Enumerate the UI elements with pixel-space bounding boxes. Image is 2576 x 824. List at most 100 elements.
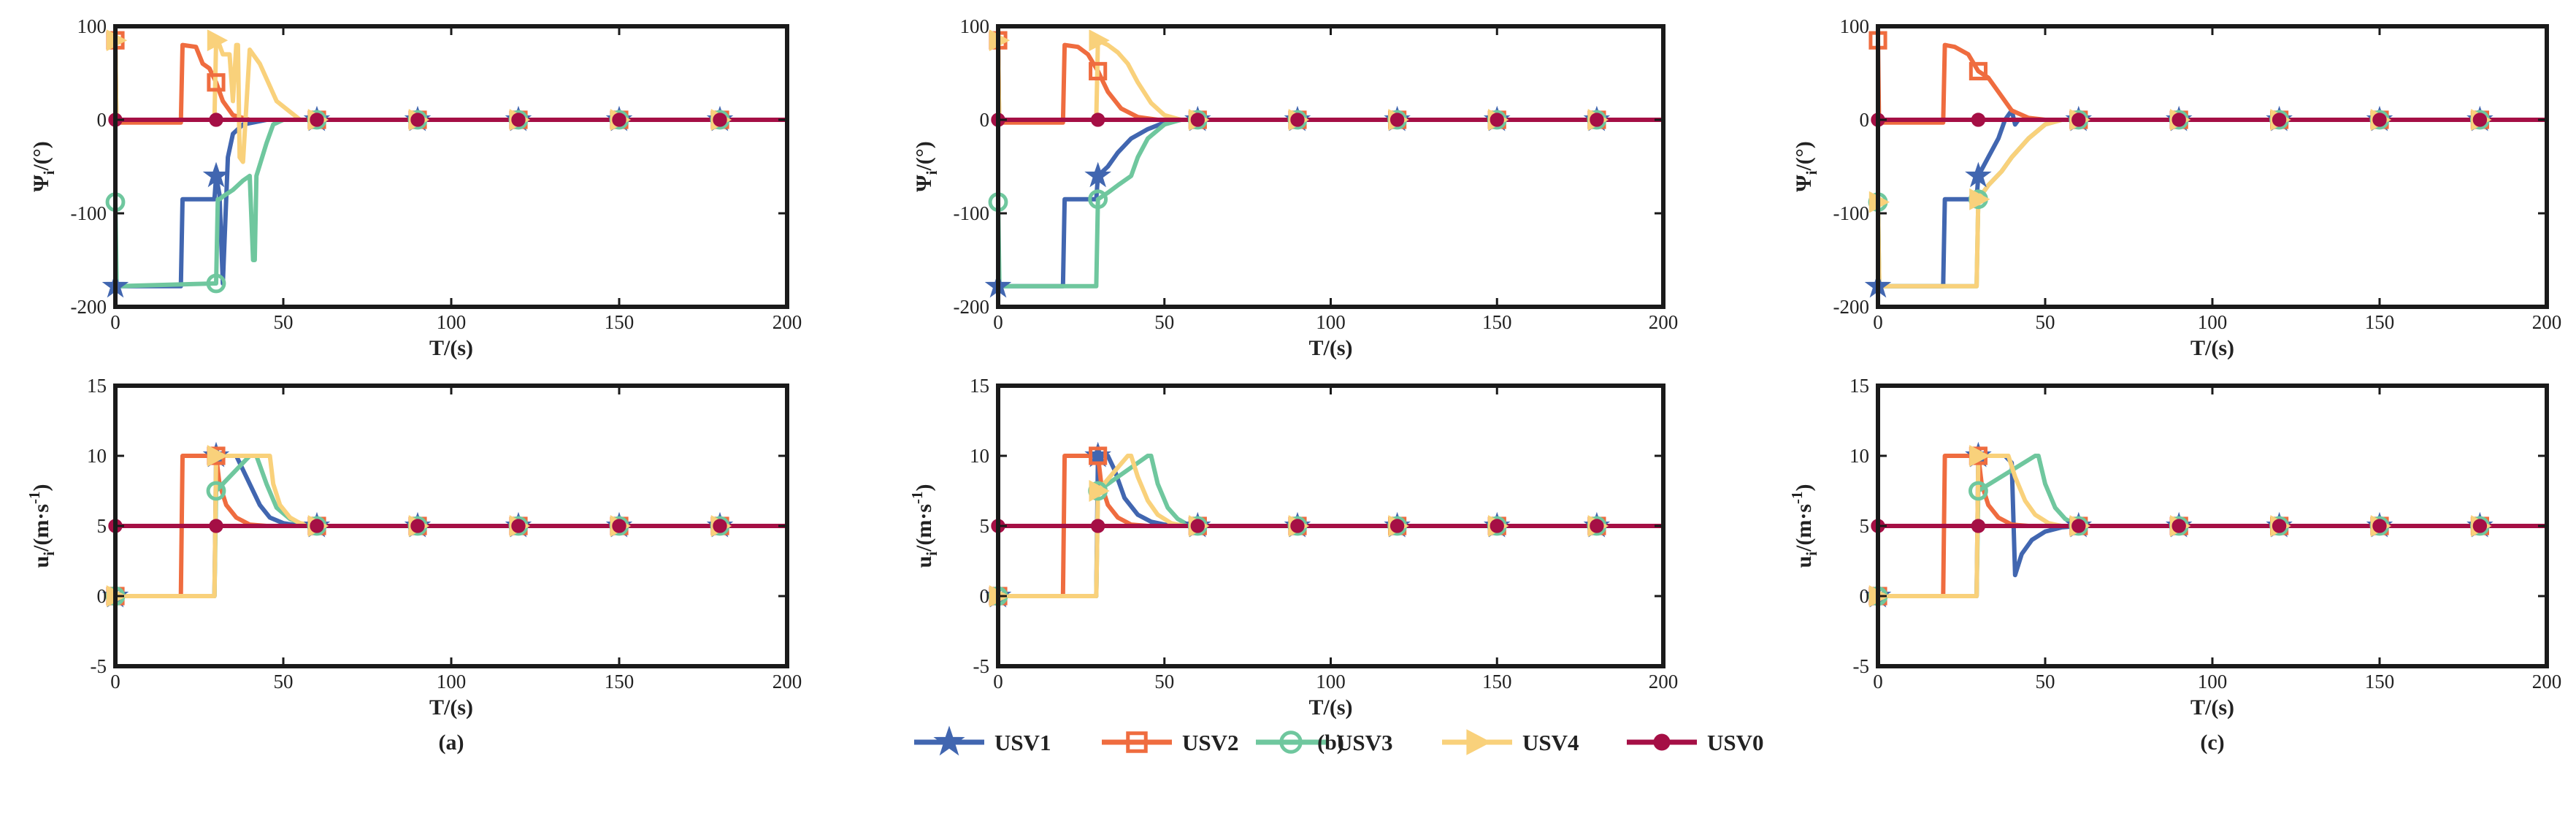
marker-usv0 <box>1190 112 1205 127</box>
marker-usv2 <box>1089 61 1108 81</box>
marker-usv0 <box>1590 519 1604 533</box>
marker-usv0 <box>2171 519 2186 533</box>
series-markers <box>101 29 734 298</box>
x-tick-label: 50 <box>1154 311 1174 333</box>
x-tick-label: 50 <box>2036 671 2055 693</box>
x-tick-label: 200 <box>773 671 802 693</box>
marker-usv0 <box>310 519 324 533</box>
y-axis-label: ui/(m·s-1) <box>908 484 940 568</box>
marker-usv0 <box>1490 112 1504 127</box>
y-tick-label: -100 <box>1833 202 1870 224</box>
series-lines <box>1878 40 2547 289</box>
y-tick-label: 5 <box>1860 515 1870 537</box>
marker-usv0 <box>2372 112 2387 127</box>
x-axis-label: T/(s) <box>1309 695 1353 720</box>
panel-a-heading: 0 50 100 150 200 100 0 -100 -200 T/(s) Ψi/(°) <box>29 15 802 360</box>
marker-usv0 <box>2472 112 2488 127</box>
marker-usv0 <box>2071 519 2086 533</box>
y-tick-label: 0 <box>1860 585 1870 607</box>
panel-c-heading: 0 50 100 150 200 100 0 -100 -200 T/(s) Ψi/(°) <box>1792 15 2561 360</box>
x-tick-label: 0 <box>110 671 120 693</box>
y-tick-label: 5 <box>980 515 990 537</box>
marker-usv4 <box>1089 29 1110 52</box>
marker-usv0 <box>1290 519 1305 533</box>
y-tick-label: 15 <box>1849 375 1869 397</box>
x-tick-label: 50 <box>2036 311 2055 333</box>
marker-usv0 <box>2272 519 2287 533</box>
marker-usv0 <box>1389 519 1405 533</box>
legend-item-usv3: USV3 <box>1256 730 1393 755</box>
series-line-usv3 <box>115 118 787 289</box>
y-tick-label: -5 <box>1853 655 1870 677</box>
y-axis-label: ui/(m·s-1) <box>1788 484 1820 568</box>
marker-usv0 <box>612 519 626 533</box>
y-tick-label: 10 <box>970 445 989 467</box>
marker-usv0 <box>1290 112 1305 127</box>
legend-marker-usv2 <box>1126 731 1148 753</box>
x-tick-label: 100 <box>2198 671 2228 693</box>
panel-caption: (b) <box>1317 730 1344 755</box>
marker-usv0 <box>209 112 223 127</box>
x-tick-label: 150 <box>605 311 635 333</box>
marker-usv0 <box>1971 112 1986 127</box>
x-tick-label: 0 <box>110 311 120 333</box>
y-tick-label: 100 <box>960 15 990 37</box>
marker-usv0 <box>1090 112 1105 127</box>
legend-item-usv2: USV2 <box>1102 730 1239 755</box>
y-tick-label: 10 <box>1849 445 1869 467</box>
marker-usv3 <box>1088 189 1108 210</box>
legend: USV1 USV2 USV3 USV4 USV0 <box>914 725 1764 756</box>
marker-usv4 <box>1969 445 1990 467</box>
legend-marker-usv3 <box>1279 730 1303 754</box>
x-axis-label: T/(s) <box>1309 336 1353 360</box>
marker-usv1 <box>202 161 230 188</box>
y-tick-label: -100 <box>71 202 107 224</box>
marker-usv0 <box>713 112 727 127</box>
legend-label: USV2 <box>1182 730 1239 755</box>
marker-usv0 <box>511 519 526 533</box>
marker-usv0 <box>410 519 425 533</box>
marker-usv4 <box>1969 188 1990 210</box>
legend-item-usv4: USV4 <box>1442 729 1579 755</box>
marker-usv0 <box>511 112 526 127</box>
y-tick-label: 0 <box>97 585 107 607</box>
marker-usv0 <box>1190 519 1205 533</box>
marker-usv0 <box>1590 112 1604 127</box>
marker-usv0 <box>2472 519 2488 533</box>
y-tick-label: 15 <box>87 375 107 397</box>
x-tick-label: 100 <box>437 311 467 333</box>
marker-usv2 <box>1089 446 1108 465</box>
legend-item-usv1: USV1 <box>914 725 1051 756</box>
x-tick-label: 50 <box>274 671 294 693</box>
x-tick-label: 200 <box>773 311 802 333</box>
marker-usv0 <box>2372 519 2387 533</box>
marker-usv0 <box>1090 519 1105 533</box>
x-axis-label: T/(s) <box>2190 695 2234 720</box>
y-tick-label: -100 <box>954 202 990 224</box>
x-tick-label: 100 <box>437 671 467 693</box>
x-tick-label: 200 <box>2532 311 2562 333</box>
legend-marker-usv1 <box>933 725 965 756</box>
y-tick-label: 10 <box>87 445 107 467</box>
x-tick-label: 200 <box>1649 671 1679 693</box>
legend-marker-usv4 <box>1466 729 1492 755</box>
y-tick-label: 0 <box>1860 109 1870 131</box>
x-tick-label: 150 <box>1482 311 1512 333</box>
marker-usv3 <box>206 273 226 294</box>
y-tick-label: -200 <box>954 296 990 318</box>
marker-usv0 <box>1490 519 1504 533</box>
x-tick-label: 0 <box>993 311 1003 333</box>
x-axis-label: T/(s) <box>2190 336 2234 360</box>
x-tick-label: 200 <box>2532 671 2562 693</box>
x-axis-label: T/(s) <box>429 336 473 360</box>
x-tick-label: 50 <box>274 311 294 333</box>
marker-usv0 <box>410 112 425 127</box>
x-tick-label: 0 <box>1873 671 1883 693</box>
panel-b-heading: 0 50 100 150 200 100 0 -100 -200 T/(s) Ψi/(°) <box>912 15 1678 360</box>
marker-usv1 <box>1965 161 1992 188</box>
marker-usv0 <box>2272 112 2287 127</box>
y-axis-label: ui/(m·s-1) <box>26 484 58 568</box>
